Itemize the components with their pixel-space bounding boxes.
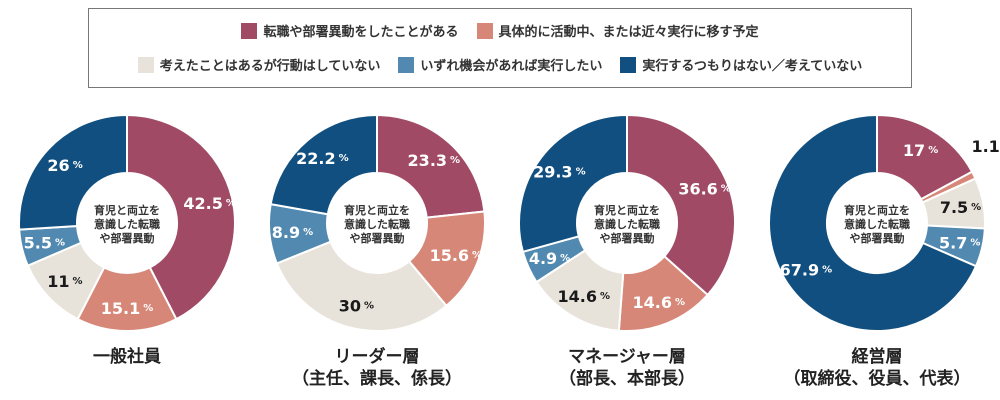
slice-value-label: 5.5% bbox=[24, 233, 65, 252]
slice-value-label: 5.7% bbox=[939, 233, 980, 252]
donut-slice bbox=[376, 113, 486, 219]
slice-value-label: 14.6% bbox=[633, 292, 686, 311]
donut-slice bbox=[626, 113, 736, 297]
legend-item: 考えたことはあるが行動はしていない bbox=[137, 55, 381, 74]
donut-slice bbox=[269, 113, 378, 216]
chart-title: マネージャー層 bbox=[568, 347, 686, 367]
chart-title: リーダー層 bbox=[335, 346, 420, 367]
legend-swatch bbox=[241, 22, 258, 39]
legend-item: 実行するつもりはない／考えていない bbox=[620, 55, 862, 74]
slice-value-label: 17% bbox=[903, 141, 938, 160]
donut-chart: 17% 1.1% 7.5% 5.7% 67.9% 育児と両立を意識した転職や部署異動経営層… bbox=[768, 113, 1000, 389]
slice-value-label: 4.9% bbox=[529, 248, 570, 267]
slice-value-label: 14.6% bbox=[557, 287, 610, 306]
legend-swatch bbox=[476, 22, 493, 39]
slice-value-label: 26% bbox=[47, 155, 82, 174]
chart-title: 経営層 bbox=[852, 346, 903, 367]
legend-item: 具体的に活動中、または近々実行に移す予定 bbox=[476, 21, 759, 40]
donut-center-label: 育児と両立を意識した転職や部署異動 bbox=[94, 203, 160, 245]
chart-title: （主任、課長、係長） bbox=[292, 368, 462, 389]
legend-item: いずれ機会があれば実行したい bbox=[398, 55, 602, 74]
slice-value-label: 22.2% bbox=[296, 148, 349, 167]
donut-slice bbox=[518, 113, 628, 254]
slice-value-label: 23.3% bbox=[408, 150, 461, 169]
donut-center-label: 育児と両立を意識した転職や部署異動 bbox=[594, 203, 660, 245]
legend-row: 転職や部署異動をしたことがある 具体的に活動中、または近々実行に移す予定 bbox=[89, 21, 911, 40]
donut-slice bbox=[768, 113, 978, 332]
legend-label: いずれ機会があれば実行したい bbox=[420, 59, 603, 74]
chart-title: 一般社員 bbox=[93, 346, 161, 367]
chart-legend: 転職や部署異動をしたことがある 具体的に活動中、または近々実行に移す予定 考えた… bbox=[88, 8, 912, 88]
slice-value-label: 29.3% bbox=[533, 162, 586, 181]
legend-label: 実行するつもりはない／考えていない bbox=[642, 59, 863, 74]
legend-label: 考えたことはあるが行動はしていない bbox=[159, 59, 381, 74]
donut-center-label: 育児と両立を意識した転職や部署異動 bbox=[844, 203, 910, 245]
donut-chart: 42.5 % 15.1 % 11 % 5.5 % 26 % 育児と両立を意識した転職や部署異動一般社… bbox=[18, 113, 237, 367]
slice-value-label: 67.9% bbox=[780, 260, 833, 279]
slice-value-label: 11% bbox=[47, 272, 82, 291]
donut-slice bbox=[18, 113, 128, 231]
legend-label: 転職や部署異動をしたことがある bbox=[263, 25, 459, 40]
donut-chart: 23.3 % 15.6 % 30 % 8.9 % 22.2 % 育児と両立を意識した転職や部署異動リ… bbox=[268, 113, 486, 389]
legend-item: 転職や部署異動をしたことがある bbox=[241, 21, 459, 40]
slice-value-label: 1.1% bbox=[971, 137, 1000, 156]
slice-value-label: 15.1% bbox=[101, 299, 154, 318]
slice-value-label: 15.6% bbox=[430, 245, 483, 264]
chart-title: （取締役、役員、代表） bbox=[784, 368, 971, 389]
legend-swatch bbox=[620, 56, 637, 73]
slice-value-label: 36.6% bbox=[678, 179, 731, 198]
donut-chart: 36.6 % 14.6 % 14.6 % 4.9 % 29.3 % 育児と両立を意識した転職や部署異… bbox=[518, 113, 736, 389]
chart-title: （部長、本部長） bbox=[559, 368, 695, 389]
slice-value-label: 8.9% bbox=[272, 222, 313, 241]
slice-value-label: 42.5% bbox=[183, 194, 236, 213]
legend-swatch bbox=[137, 56, 154, 73]
legend-row: 考えたことはあるが行動はしていない いずれ機会があれば実行したい 実行するつもり… bbox=[89, 55, 911, 74]
legend-swatch bbox=[398, 56, 415, 73]
slice-value-label: 30% bbox=[339, 296, 374, 315]
donut-slice bbox=[275, 240, 448, 332]
donut-slice bbox=[126, 113, 237, 321]
slice-value-label: 7.5% bbox=[940, 198, 981, 217]
legend-label: 具体的に活動中、または近々実行に移す予定 bbox=[498, 25, 759, 40]
donut-center-label: 育児と両立を意識した転職や部署異動 bbox=[344, 203, 410, 245]
